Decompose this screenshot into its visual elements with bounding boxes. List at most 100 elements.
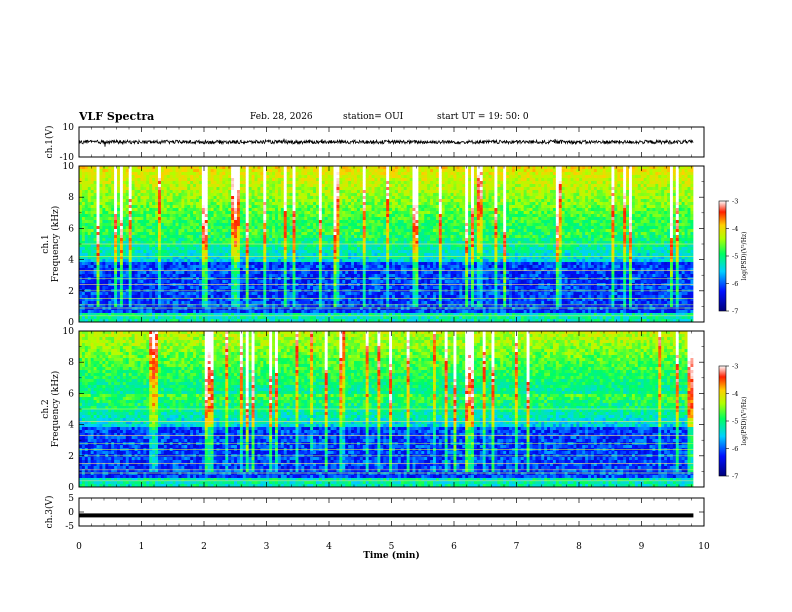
spectrogram-cell <box>117 238 121 242</box>
spectrogram-cell <box>333 190 337 194</box>
spectrogram-cell <box>152 277 156 281</box>
spectrogram-cell <box>292 253 296 257</box>
spectrogram-cell <box>245 181 250 185</box>
spectrogram-cell <box>234 307 238 311</box>
spectrogram-cell <box>99 244 103 248</box>
spectrogram-cell <box>304 193 308 197</box>
spectrogram-cell <box>87 310 92 314</box>
spectrogram-cell <box>228 187 232 191</box>
spectrogram-cell <box>269 247 273 251</box>
spectrogram-cell <box>198 232 203 236</box>
spectrogram-cell <box>348 253 352 257</box>
spectrogram-cell <box>260 301 264 305</box>
spectrogram-cell <box>134 277 138 281</box>
spectrogram-cell <box>140 307 144 311</box>
spectrogram-cell <box>269 184 273 188</box>
spectrogram-cell <box>137 292 141 296</box>
spectrogram-cell <box>169 235 174 239</box>
spectrogram-cell <box>304 304 308 308</box>
spectrogram-cell <box>99 211 103 215</box>
spectrogram-cell <box>277 301 282 305</box>
spectrogram-cell <box>257 277 261 281</box>
spectrogram-cell <box>354 310 358 314</box>
spectrogram-cell <box>216 265 220 269</box>
spectrogram-cell <box>137 256 141 260</box>
spectrogram-cell <box>313 313 317 317</box>
spectrogram-cell <box>266 316 270 320</box>
spectrogram-cell <box>108 202 112 206</box>
spectrogram-cell <box>298 265 302 269</box>
spectrogram-cell <box>140 175 144 179</box>
spectrogram-cell <box>277 244 282 248</box>
spectrogram-cell <box>348 193 352 197</box>
spectrogram-cell <box>248 295 253 299</box>
spectrogram-cell <box>298 307 302 311</box>
spectrogram-cell <box>184 208 188 212</box>
spectrogram-cell <box>277 262 282 266</box>
spectrogram-cell <box>181 187 185 191</box>
spectrogram-cell <box>280 313 285 317</box>
spectrogram-cell <box>93 265 97 269</box>
spectrogram-cell <box>155 277 159 281</box>
spectrogram-cell <box>283 232 288 236</box>
spectrogram-cell <box>190 235 194 239</box>
spectrogram-cell <box>254 193 258 197</box>
spectrogram-cell <box>111 238 115 242</box>
spectrogram-cell <box>93 223 97 227</box>
spectrogram-cell <box>111 229 115 233</box>
spectrogram-cell <box>193 223 197 227</box>
spectrogram-cell <box>172 271 176 275</box>
spectrogram-cell <box>79 199 83 203</box>
spectrogram-cell <box>356 169 361 173</box>
spectrogram-cell <box>201 271 206 275</box>
spectrogram-cell <box>351 226 355 230</box>
spectrogram-cell <box>187 313 191 317</box>
spectrogram-cell <box>342 301 346 305</box>
spectrogram-cell <box>269 244 273 248</box>
spectrogram-cell <box>356 307 361 311</box>
spectrogram-cell <box>251 226 255 230</box>
spectrogram-cell <box>266 304 270 308</box>
spectrogram-cell <box>119 208 124 212</box>
spectrogram-cell <box>81 193 86 197</box>
spectrogram-cell <box>196 247 200 251</box>
spectrogram-cell <box>318 250 323 254</box>
spectrogram-cell <box>201 244 206 248</box>
spectrogram-cell <box>260 295 264 299</box>
spectrogram-cell <box>354 253 358 257</box>
spectrogram-cell <box>131 172 135 176</box>
spectrogram-cell <box>313 316 317 320</box>
spectrogram-cell <box>242 310 247 314</box>
spectrogram-cell <box>304 265 308 269</box>
spectrogram-cell <box>190 196 194 200</box>
spectrogram-cell <box>119 229 124 233</box>
spectrogram-cell <box>172 259 176 263</box>
spectrogram-cell <box>117 298 121 302</box>
spectrogram-cell <box>304 277 308 281</box>
spectrogram-cell <box>356 235 361 239</box>
spectrogram-cell <box>134 226 138 230</box>
spectrogram-cell <box>155 316 159 320</box>
spectrogram-cell <box>330 235 334 239</box>
spectrogram-cell <box>228 235 232 239</box>
spectrogram-cell <box>125 319 130 323</box>
spectrogram-cell <box>125 238 130 242</box>
spectrogram-cell <box>298 205 302 209</box>
spectrogram-cell <box>339 316 343 320</box>
spectrogram-cell <box>254 274 258 278</box>
spectrogram-cell <box>131 262 135 266</box>
spectrogram-cell <box>298 301 302 305</box>
spectrogram-cell <box>298 175 302 179</box>
spectrogram-cell <box>283 187 288 191</box>
spectrogram-cell <box>149 247 153 251</box>
spectrogram-cell <box>225 226 229 230</box>
spectrogram-cell <box>190 259 194 263</box>
spectrogram-cell <box>225 292 229 296</box>
spectrogram-cell <box>295 268 299 272</box>
spectrogram-cell <box>111 184 115 188</box>
spectrogram-cell <box>134 304 138 308</box>
spectrogram-cell <box>292 238 296 242</box>
spectrogram-cell <box>330 175 334 179</box>
spectrogram-cell <box>324 247 329 251</box>
spectrogram-cell <box>157 193 162 197</box>
